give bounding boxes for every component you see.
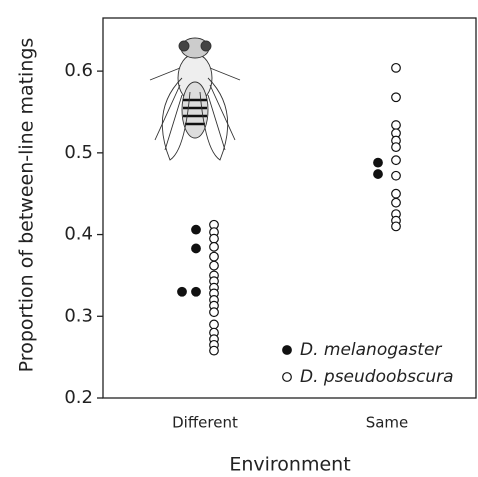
data-point [392,189,401,198]
y-tick-label: 0.4 [64,224,93,245]
data-point [210,234,219,243]
data-point [392,143,401,152]
data-point [392,93,401,102]
data-point [210,261,219,270]
legend-marker [283,373,292,382]
fly-illustration [150,38,240,160]
chart: Environment Proportion of between-line m… [0,0,478,477]
data-point [210,252,219,261]
data-point [210,308,219,317]
y-tick-label: 0.6 [64,60,93,81]
legend-label: D. pseudoobscura [300,367,454,387]
data-point [392,198,401,207]
y-axis-label: Proportion of between-line matings [16,38,38,373]
y-tick-label: 0.5 [64,142,93,163]
y-tick-label: 0.2 [64,387,93,408]
data-point [392,156,401,165]
data-point [210,320,219,329]
x-tick-label: Different [172,414,238,432]
data-point [192,244,201,253]
data-point [178,287,187,296]
data-point [392,121,401,130]
data-point [392,64,401,73]
y-tick-label: 0.3 [64,305,93,326]
data-point [392,222,401,231]
data-point [374,170,383,179]
legend-label: D. melanogaster [300,340,442,360]
x-tick-label: Same [366,414,409,432]
data-point [192,225,201,234]
data-point [374,158,383,167]
data-point [392,171,401,180]
x-axis-label: Environment [229,454,350,476]
data-point [210,346,219,355]
data-point [210,243,219,252]
data-point [192,287,201,296]
legend-marker [283,346,292,355]
